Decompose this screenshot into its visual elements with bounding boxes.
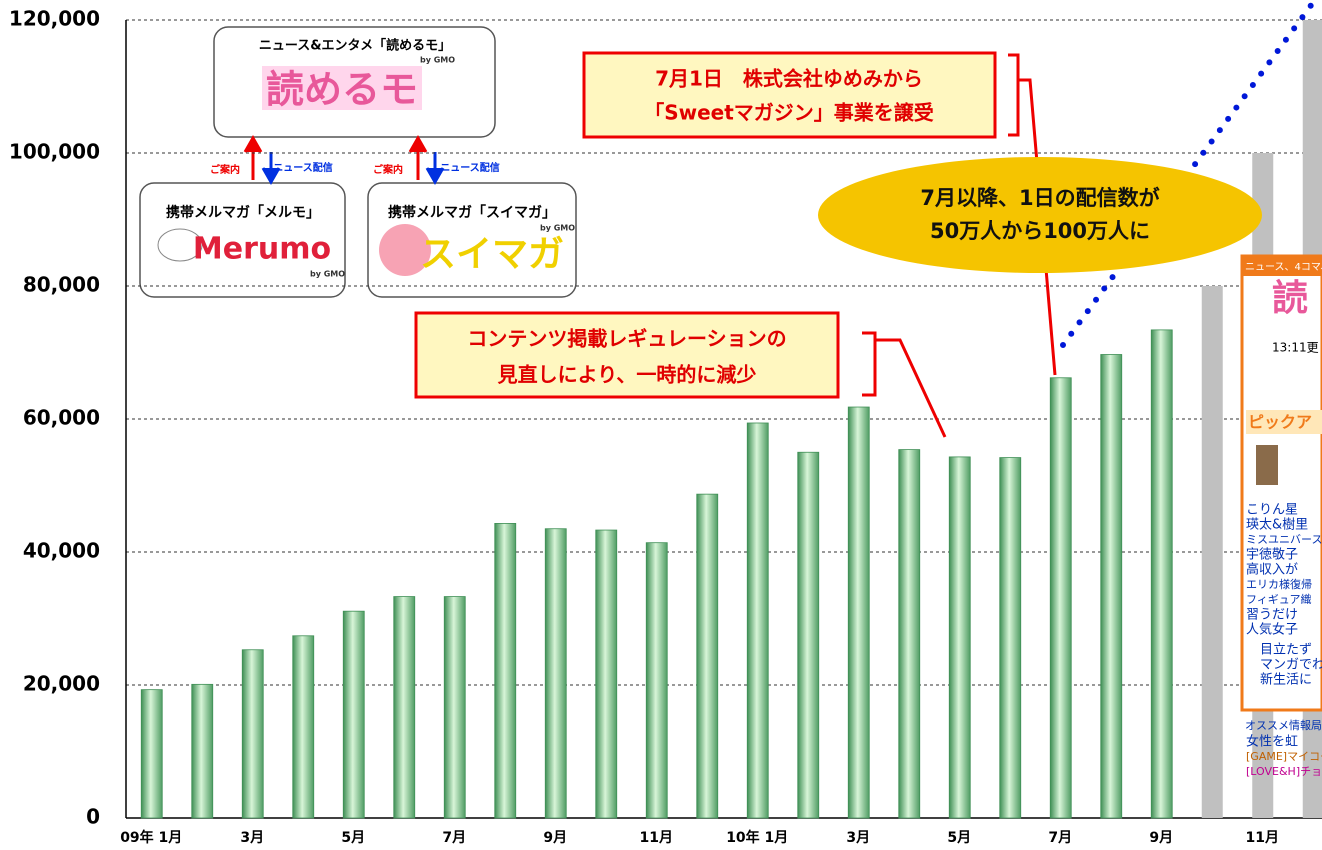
- y-tick-label: 120,000: [9, 7, 100, 31]
- annotation: 50万人から100万人に: [930, 219, 1150, 243]
- y-tick-label: 100,000: [9, 140, 100, 164]
- bar: [545, 529, 566, 818]
- bar: [394, 597, 415, 818]
- y-tick-label: 0: [86, 805, 100, 829]
- bar: [343, 611, 364, 818]
- connector: [875, 340, 945, 437]
- bar: [747, 423, 768, 818]
- annotation: 新生活に: [1260, 672, 1312, 688]
- annotation: 読: [1272, 278, 1308, 319]
- annotation: ニュース、4コマ、お: [1245, 261, 1322, 273]
- x-tick-label: 09年 1月: [120, 829, 182, 846]
- y-tick-label: 20,000: [23, 672, 100, 696]
- bar: [1202, 286, 1223, 818]
- annotation: 7月以降、1日の配信数が: [920, 186, 1159, 210]
- annotation: こりん星: [1246, 503, 1298, 518]
- annotation: 読めるモ: [266, 68, 418, 112]
- bar: [646, 543, 667, 818]
- annotation: [GAME]マイコー: [1246, 750, 1322, 763]
- bar: [899, 450, 920, 818]
- x-tick-label: 7月: [1048, 830, 1072, 846]
- annotation: 高収入が: [1246, 562, 1298, 578]
- annotation: ご案内: [210, 163, 240, 176]
- annotation: ミスユニバース: [1246, 533, 1322, 546]
- x-tick-label: 7月: [442, 830, 466, 846]
- annotation: エリカ様復帰: [1246, 577, 1312, 591]
- x-tick-label: 3月: [846, 830, 870, 846]
- chart: 0 20,000 40,000 60,000 80,000 100,000 120,000 0…: [0, 0, 1322, 850]
- annotation: ニュース配信: [273, 161, 333, 174]
- annotation: 瑛太&樹里: [1246, 518, 1308, 533]
- annotation: 習うだけ: [1246, 608, 1298, 623]
- bar: [1050, 378, 1071, 818]
- annotation: 13:11更: [1272, 341, 1319, 355]
- x-tick-label: 9月: [1149, 830, 1173, 846]
- annotation: 宇徳敬子: [1246, 547, 1298, 563]
- annotation: by GMO: [310, 270, 345, 279]
- annotation: 女性を虹: [1246, 734, 1298, 750]
- annotation: 目立たず: [1260, 643, 1312, 658]
- x-tick-label: 5月: [947, 830, 971, 846]
- annotation: ご案内: [373, 163, 403, 176]
- annotation: by GMO: [540, 224, 575, 233]
- annotation: オススメ情報局: [1245, 719, 1322, 732]
- annotation: ニュース配信: [440, 161, 500, 174]
- bar: [495, 523, 516, 818]
- callout-ellipse: [818, 157, 1262, 273]
- x-tick-label: 11月: [1246, 830, 1279, 846]
- annotation: by GMO: [420, 56, 455, 65]
- annotation: 携帯メルマガ「スイマガ」: [388, 204, 556, 221]
- annotation: 携帯メルマガ「メルモ」: [166, 204, 320, 221]
- y-tick-label: 80,000: [23, 273, 100, 297]
- annotation: 人気女子: [1246, 622, 1298, 638]
- bar: [192, 684, 213, 818]
- annotation: 「Sweetマガジン」事業を譲受: [644, 101, 934, 125]
- bar: [949, 457, 970, 818]
- bar: [444, 597, 465, 818]
- bar: [242, 650, 263, 818]
- y-tick-label: 40,000: [23, 539, 100, 563]
- annotation: ニュース&エンタメ「読めるモ」: [259, 38, 451, 54]
- x-tick-label: 10年 1月: [726, 829, 788, 846]
- x-tick-label: 5月: [341, 830, 365, 846]
- x-tick-label: 11月: [640, 830, 673, 846]
- bar: [1101, 354, 1122, 818]
- bar: [293, 636, 314, 818]
- annotation: Merumo: [193, 232, 331, 267]
- x-tick-label: 9月: [543, 830, 567, 846]
- arrow: [410, 138, 426, 180]
- bar: [848, 407, 869, 818]
- bar: [596, 530, 617, 818]
- x-tick-label: 3月: [240, 830, 264, 846]
- arrow: [245, 138, 261, 180]
- annotation: ピックア: [1248, 413, 1312, 432]
- connector: [862, 333, 875, 395]
- annotation: スイマガ: [420, 234, 564, 275]
- bar: [798, 452, 819, 818]
- y-tick-label: 60,000: [23, 406, 100, 430]
- bar: [1000, 458, 1021, 818]
- annotation: フィギュア織: [1246, 593, 1312, 606]
- phone-photo: [1256, 445, 1278, 485]
- bar: [141, 690, 162, 818]
- annotation: コンテンツ掲載レギュレーションの: [467, 327, 786, 351]
- bar: [697, 494, 718, 818]
- annotation: [LOVE&H]チョ: [1246, 765, 1322, 778]
- annotation: 見直しにより、一時的に減少: [498, 363, 757, 387]
- connector: [1008, 55, 1018, 135]
- annotation: マンガでわ: [1260, 658, 1322, 673]
- annotation: 7月1日 株式会社ゆめみから: [655, 67, 923, 91]
- bar: [1151, 330, 1172, 818]
